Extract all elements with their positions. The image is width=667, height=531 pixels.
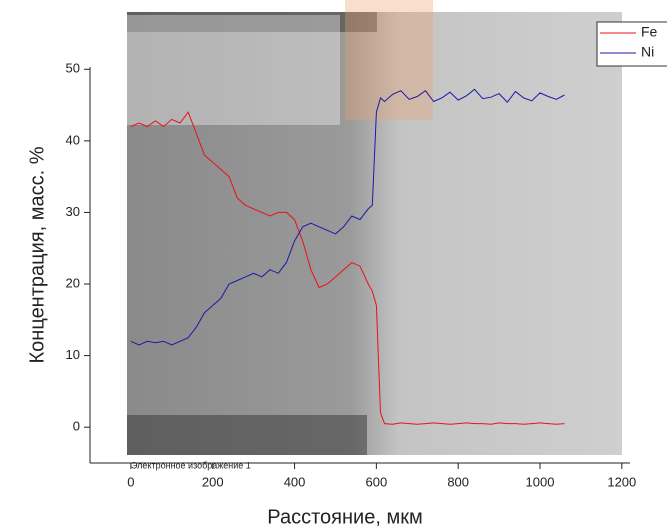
legend-label: Ni (641, 44, 654, 60)
legend-label: Fe (641, 24, 658, 40)
y-tick-label: 50 (66, 61, 80, 76)
x-tick-label: 0 (127, 474, 134, 489)
image-caption: Электронное изображение 1 (131, 460, 251, 470)
x-axis-label: Расстояние, мкм (267, 506, 422, 528)
x-tick-label: 200 (202, 474, 224, 489)
legend-box (596, 21, 667, 67)
x-tick-label: 400 (284, 474, 306, 489)
x-tick-label: 1000 (526, 474, 555, 489)
x-tick-label: 1200 (607, 474, 636, 489)
y-tick-label: 20 (66, 275, 80, 290)
y-tick-label: 0 (73, 419, 80, 434)
y-tick-label: 10 (66, 347, 80, 362)
x-tick-label: 600 (366, 474, 388, 489)
x-tick-label: 800 (447, 474, 469, 489)
y-tick-label: 30 (66, 204, 80, 219)
micrograph-dark-edge (127, 12, 377, 32)
micrograph-background (127, 12, 622, 455)
data-line (130, 111, 565, 425)
data-line (130, 88, 565, 346)
glare-overlay (0, 15, 340, 125)
y-tick-label: 40 (66, 132, 80, 147)
micrograph-dark-edge (127, 415, 367, 455)
highlight-overlay (345, 0, 433, 120)
y-axis-label: Концентрация, масс. % (26, 146, 48, 363)
